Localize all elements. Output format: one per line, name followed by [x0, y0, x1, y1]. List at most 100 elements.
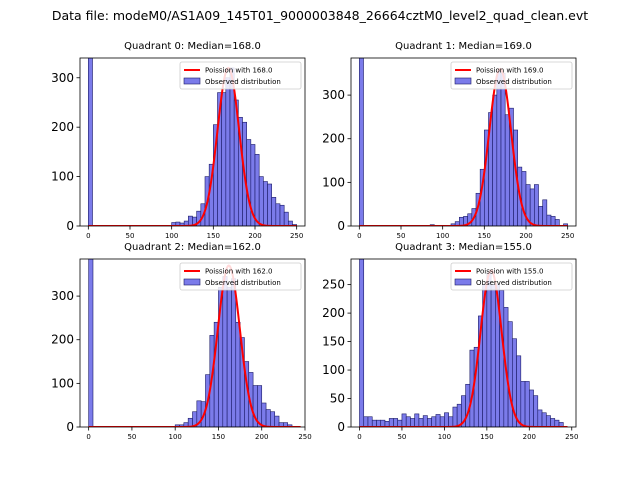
histogram-bar	[538, 206, 543, 226]
legend-label-observed: Observed distribution	[205, 78, 281, 86]
quadrant-0-title: Quadrant 0: Median=168.0	[124, 41, 261, 52]
x-tick-label: 250	[298, 433, 311, 441]
histogram-bar	[541, 412, 547, 427]
histogram-bar	[529, 188, 535, 226]
y-tick-label: 100	[322, 363, 345, 377]
histogram-bar	[533, 395, 539, 427]
histogram-bar	[231, 278, 237, 427]
histogram-bar	[258, 176, 264, 226]
histogram-bar	[534, 184, 539, 226]
histogram-bar	[448, 416, 454, 427]
histogram-bar	[359, 259, 365, 427]
x-tick-label: 50	[397, 433, 406, 441]
legend-box	[450, 262, 573, 291]
x-tick-label: 200	[519, 232, 532, 240]
histogram-bar	[410, 418, 415, 427]
x-tick-label: 50	[126, 232, 135, 240]
histogram-bar	[414, 413, 420, 427]
y-tick-label: 0	[66, 219, 74, 233]
quadrant-1-panel: Quadrant 1: Median=169.0 0 50 100 150 200 250 0…	[322, 41, 577, 240]
histogram-bar	[427, 418, 432, 427]
histogram-bar	[542, 199, 548, 226]
x-tick-label: 0	[86, 433, 90, 441]
histogram-bar	[359, 58, 364, 226]
axes-frame	[350, 57, 577, 227]
histogram-bar	[490, 284, 496, 427]
histogram-bar	[545, 415, 551, 427]
histogram-bar	[422, 415, 428, 427]
histogram-bar	[274, 415, 280, 427]
histogram-bar	[431, 416, 437, 427]
x-tick-label: 250	[565, 433, 578, 441]
histogram-bar	[550, 216, 556, 226]
figure-title: Data file: modeM0/AS1A09_145T01_90000038…	[52, 8, 588, 23]
histogram-bar	[254, 154, 260, 226]
x-tick-label: 0	[357, 232, 361, 240]
histogram-bar	[546, 214, 552, 226]
y-tick-label: 100	[51, 376, 74, 390]
histogram-bar	[521, 171, 527, 226]
histogram-bar	[235, 321, 241, 427]
histogram-bar	[486, 272, 492, 427]
y-tick-label: 250	[322, 278, 345, 292]
histogram-bar	[226, 287, 232, 427]
histogram-bar	[265, 409, 271, 427]
x-tick-label: 250	[561, 232, 574, 240]
poisson-curve-line	[359, 67, 568, 226]
y-tick-label: 200	[51, 120, 74, 134]
plot-area	[88, 58, 297, 226]
histogram-bar	[550, 418, 556, 427]
legend-box	[179, 61, 302, 90]
y-tick-label: 200	[51, 333, 74, 347]
histogram-bar	[393, 418, 399, 427]
histogram-bar	[388, 418, 394, 427]
histogram-bar	[496, 70, 502, 226]
histogram-bar	[275, 203, 281, 226]
legend-label-poisson: Poission with 168.0	[205, 67, 273, 75]
histogram-bar	[287, 424, 293, 427]
histogram-bar	[283, 211, 289, 226]
histogram-bar	[367, 416, 373, 427]
histogram-bar	[435, 414, 441, 427]
x-tick-label: 0	[357, 433, 361, 441]
histogram-bar	[261, 402, 267, 427]
histogram-bar	[263, 181, 268, 226]
plot-area	[359, 58, 568, 226]
legend: Poission with 169.0 Observed distribution	[450, 61, 573, 90]
histogram-bar	[452, 406, 458, 427]
legend-bar-swatch	[454, 77, 472, 85]
y-tick-label: 100	[51, 170, 74, 184]
legend: Poission with 155.0 Observed distribution	[450, 262, 573, 291]
quadrant-2-title: Quadrant 2: Median=162.0	[124, 242, 261, 253]
y-tick-label: 200	[322, 306, 345, 320]
quadrant-2-panel: Quadrant 2: Median=162.0 0 50 100 150 200 250 0…	[51, 242, 312, 441]
poisson-curve-line	[88, 66, 297, 226]
legend-label-poisson: Poission with 162.0	[205, 268, 273, 276]
axes-frame	[350, 258, 577, 428]
y-tick-label: 300	[322, 88, 345, 102]
histogram-bar	[500, 72, 506, 226]
histogram-bar	[376, 419, 382, 427]
histogram-bar	[504, 114, 510, 226]
legend-bar-swatch	[454, 278, 472, 286]
quadrant-3-panel: Quadrant 3: Median=155.0 0 50 100 150 200 250 0…	[322, 242, 578, 441]
histogram-bar	[363, 416, 369, 427]
legend-label-observed: Observed distribution	[205, 279, 281, 287]
y-tick-label: 150	[322, 335, 345, 349]
histogram-bar	[444, 412, 449, 427]
histogram-bar	[418, 418, 424, 427]
legend: Poission with 168.0 Observed distribution	[179, 61, 302, 90]
x-tick-label: 100	[438, 433, 451, 441]
legend-label-poisson: Poission with 155.0	[476, 268, 544, 276]
y-tick-label: 0	[66, 420, 74, 434]
x-tick-label: 100	[165, 232, 178, 240]
y-tick-label: 0	[337, 219, 345, 233]
histogram-bar	[279, 204, 285, 226]
legend-box	[179, 262, 302, 291]
axes-frame	[79, 258, 306, 428]
histogram-bar	[88, 58, 93, 226]
quadrant-3-title: Quadrant 3: Median=155.0	[395, 242, 532, 253]
y-tick-label: 100	[322, 175, 345, 189]
x-tick-label: 150	[212, 433, 225, 441]
